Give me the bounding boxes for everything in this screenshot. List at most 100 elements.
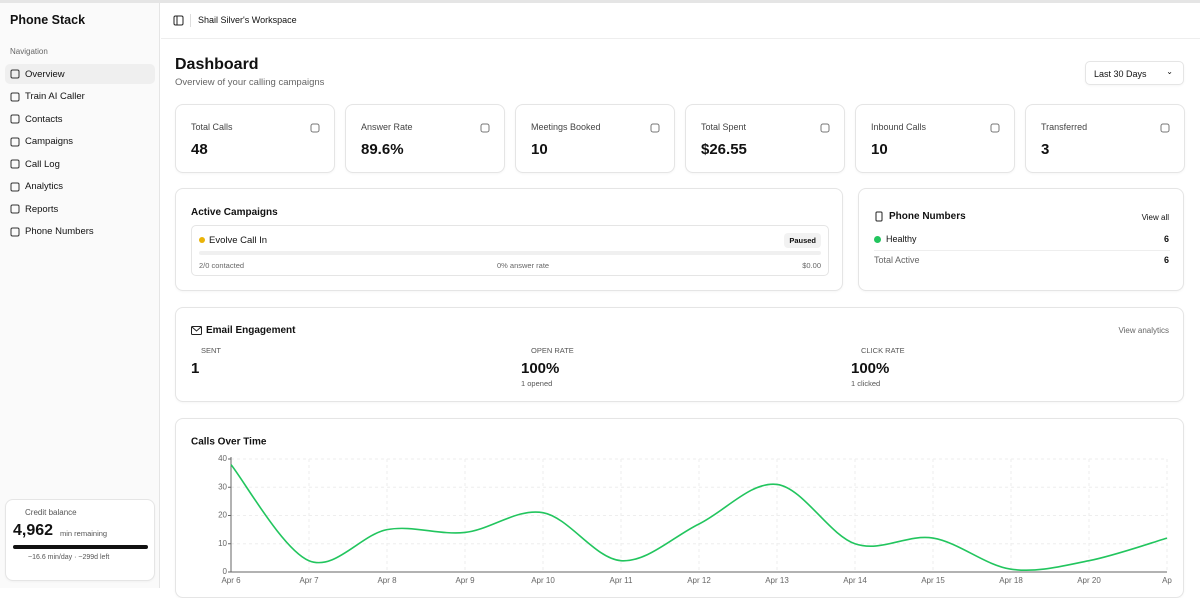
x-tick-label: Apr 6 bbox=[221, 576, 241, 585]
nav-item[interactable]: Train AI Caller bbox=[5, 87, 155, 107]
credit-value: 4,962 bbox=[13, 522, 54, 539]
workspace: Shail Silver's Workspace bbox=[198, 15, 297, 25]
stat-icon bbox=[820, 123, 830, 133]
metric-value: 1 bbox=[191, 360, 200, 377]
campaign-name: Evolve Call In bbox=[209, 235, 268, 246]
chevron: ⌄ bbox=[1166, 67, 1173, 76]
nav-item[interactable]: Reports bbox=[5, 199, 155, 219]
y-tick-label: 20 bbox=[218, 511, 227, 520]
chart-card: Calls Over Time 0 10 20 30 40 Apr 6 Apr 7 Apr 8… bbox=[175, 418, 1184, 598]
nav-icon bbox=[10, 69, 20, 79]
stat-value: 10 bbox=[531, 141, 548, 158]
mail-icon bbox=[191, 326, 202, 335]
x-tick-label: Apr 12 bbox=[687, 576, 711, 585]
page-title: Dashboard bbox=[175, 56, 259, 73]
stat-value: 10 bbox=[871, 141, 888, 158]
nav-icon bbox=[10, 114, 20, 124]
x-tick-label: Apr 8 bbox=[377, 576, 397, 585]
x-tick-label: Apr 14 bbox=[843, 576, 867, 585]
nav-icon bbox=[10, 137, 20, 146]
nav-icon bbox=[10, 204, 20, 214]
campaigns-card: Active Campaigns Evolve Call In Paused 2… bbox=[175, 188, 843, 291]
view-all[interactable]: View all bbox=[1141, 213, 1169, 222]
metric-label: SENT bbox=[201, 346, 222, 355]
stat-value: 89.6% bbox=[361, 141, 404, 158]
section-label: Navigation bbox=[10, 47, 48, 56]
stat-card: Answer Rate 89.6% bbox=[345, 104, 505, 173]
stat-card: Total Calls 48 bbox=[175, 104, 335, 173]
stat-label: Inbound Calls bbox=[871, 122, 927, 132]
x-tick-label: Ap bbox=[1162, 576, 1172, 585]
y-tick-label: 30 bbox=[218, 482, 227, 491]
email-card: Email Engagement View analytics SENT 1 OPE… bbox=[175, 307, 1184, 402]
credit-unit: min remaining bbox=[60, 529, 108, 538]
nav-icon bbox=[10, 159, 20, 169]
cost: $0.00 bbox=[802, 261, 821, 270]
range-text: Last 30 Days bbox=[1094, 69, 1147, 79]
nav-item[interactable]: Call Log bbox=[5, 154, 155, 174]
row-label: Total Active bbox=[874, 255, 920, 265]
chart: Calls Over Time 0 10 20 30 40 Apr 6 Apr 7 Apr 8… bbox=[191, 437, 1172, 585]
credit-card: Credit balance 4,962 min remaining ~16.6… bbox=[5, 499, 155, 581]
row-label: Healthy bbox=[886, 234, 917, 244]
stat-icon bbox=[1160, 123, 1170, 133]
nav-icon bbox=[10, 227, 20, 236]
y-tick-label: 40 bbox=[218, 454, 227, 463]
progress bbox=[199, 251, 821, 255]
card-title: Phone Numbers bbox=[889, 211, 966, 222]
stat-label: Answer Rate bbox=[361, 122, 413, 132]
divider bbox=[190, 14, 191, 27]
sidebar-toggle[interactable] bbox=[173, 15, 184, 26]
sidebar: Phone Stack Navigation Overview Train AI … bbox=[0, 3, 160, 588]
stat-card: Meetings Booked 10 bbox=[515, 104, 675, 173]
brand: Phone Stack bbox=[10, 13, 86, 27]
page-subtitle: Overview of your calling campaigns bbox=[175, 77, 325, 88]
x-tick-label: Apr 18 bbox=[999, 576, 1023, 585]
x-tick-label: Apr 7 bbox=[299, 576, 319, 585]
card-title: Active Campaigns bbox=[191, 207, 278, 218]
campaign-item[interactable]: Evolve Call In Paused 2/0 contacted 0% a… bbox=[191, 225, 829, 276]
x-tick-label: Apr 10 bbox=[531, 576, 555, 585]
stat-card: Inbound Calls 10 bbox=[855, 104, 1015, 173]
credit-bar bbox=[13, 545, 148, 549]
x-tick-label: Apr 13 bbox=[765, 576, 789, 585]
status-dot bbox=[199, 237, 205, 243]
stat-card: Transferred 3 bbox=[1025, 104, 1185, 173]
phone-numbers-card: Phone Numbers View all Healthy 6 Total A… bbox=[858, 188, 1184, 291]
y-tick-label: 10 bbox=[218, 539, 227, 548]
nav-icon bbox=[10, 92, 20, 101]
row-value: 6 bbox=[1163, 234, 1169, 244]
x-tick-label: Apr 15 bbox=[921, 576, 945, 585]
nav-icon bbox=[10, 182, 20, 191]
metric-sub: 1 clicked bbox=[851, 379, 881, 388]
stat-value: 48 bbox=[191, 141, 208, 158]
nav-item[interactable]: Analytics bbox=[5, 177, 155, 197]
stat-icon bbox=[650, 123, 660, 133]
status-badge: Paused bbox=[784, 233, 821, 248]
card-title: Email Engagement bbox=[206, 325, 296, 336]
stat-label: Transferred bbox=[1041, 122, 1088, 132]
x-tick-label: Apr 11 bbox=[610, 576, 634, 585]
nav-item[interactable]: Contacts bbox=[5, 109, 155, 129]
range-select[interactable]: Last 30 Days ⌄ bbox=[1085, 61, 1184, 85]
credit-rate: ~16.6 min/day · ~299d left bbox=[28, 554, 110, 561]
stat-label: Meetings Booked bbox=[531, 122, 601, 132]
nav-item[interactable]: Overview bbox=[5, 64, 155, 84]
nav-item[interactable]: Campaigns bbox=[5, 132, 155, 152]
topbar: Shail Silver's Workspace bbox=[161, 3, 1200, 39]
nav-item[interactable]: Phone Numbers bbox=[5, 222, 155, 242]
phone-icon bbox=[875, 211, 883, 222]
stat-icon bbox=[990, 123, 1000, 133]
answer-rate: 0% answer rate bbox=[497, 261, 550, 270]
contacted: 2/0 contacted bbox=[199, 261, 245, 270]
x-tick-label: Apr 20 bbox=[1077, 576, 1101, 585]
stat-card: Total Spent $26.55 bbox=[685, 104, 845, 173]
credit-label: Credit balance bbox=[25, 508, 77, 517]
view-analytics[interactable]: View analytics bbox=[1118, 326, 1169, 335]
divider bbox=[874, 250, 1170, 251]
metric-label: CLICK RATE bbox=[861, 346, 905, 355]
stat-label: Total Calls bbox=[191, 122, 233, 132]
stat-label: Total Spent bbox=[701, 122, 747, 132]
metric-label: OPEN RATE bbox=[531, 346, 574, 355]
